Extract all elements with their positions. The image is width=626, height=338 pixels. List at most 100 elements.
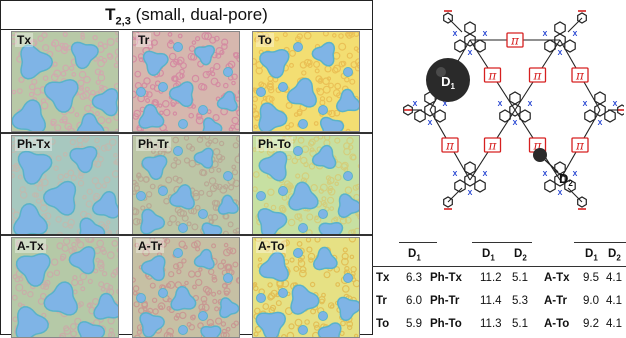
table-row-name: A-To [544,318,569,330]
table-header-subscript: 2 [522,253,526,262]
x-label: X [613,101,618,108]
title-main: T [105,5,115,24]
x-label: X [468,50,473,57]
sim-texture [253,136,360,236]
table-row-name-text: Ph-To [430,318,462,330]
sim-cell-label: A-To [256,239,286,253]
sim-cell-label: Ph-Tx [15,137,52,151]
sim-cell-label: Tx [15,33,33,47]
table-cell-value: 4.1 [606,272,622,284]
table-row-name-text: Ph-Tx [430,272,462,284]
table-cell-value-text: 6.0 [406,295,422,307]
table-cell-value: 5.1 [512,272,528,284]
table-cell-value-text: 5.1 [512,272,528,284]
pore-d2-label: D2 [559,171,573,188]
table-row-name-text: Ph-Tr [430,295,459,307]
table-cell-value-text: 4.1 [606,318,622,330]
pi-label: π [533,69,543,83]
x-label: X [573,31,578,38]
table-cell-value-text: 11.4 [480,295,502,307]
table-row-name-text: To [376,318,389,330]
table-cell-value: 5.1 [512,318,528,330]
pi-label: π [575,139,585,153]
x-label: X [543,171,548,178]
table-row-name: Tx [376,272,389,284]
table-header-subscript: 1 [490,253,494,262]
sim-cell-tr: Tr [132,31,240,132]
sim-texture [133,136,240,236]
sim-texture [12,32,119,132]
x-label: X [558,50,563,57]
table-cell-value: 11.2 [480,272,502,284]
row-separator [1,234,372,236]
row-separator [1,132,372,134]
title-rest: (small, dual-pore) [131,5,268,24]
table-cell-value: 4.1 [606,295,622,307]
x-label: X [543,31,548,38]
table-header-subscript: 2 [616,253,620,262]
panel-title: T2,3 (small, dual-pore) [1,1,372,30]
table-cell-value: 6.3 [406,272,422,284]
sim-texture [253,238,360,338]
sim-cell-to: To [252,31,360,132]
x-label: X [513,120,518,127]
table-cell-value-text: 11.2 [480,272,502,284]
sim-cell-label: Ph-To [256,137,293,151]
sim-cell-ph-tr: Ph-Tr [132,135,240,236]
table-cell-value-text: 9.5 [583,272,599,284]
x-label: X [483,171,488,178]
x-label: X [443,101,448,108]
pi-label: π [488,139,498,153]
table-cell-value: 9.5 [583,272,599,284]
pi-label: π [510,34,520,48]
table-row-name-text: Tx [376,272,389,284]
table-cell-value-text: 5.9 [406,318,422,330]
table-cell-value: 11.3 [480,318,502,330]
table-header: D2 [514,248,527,262]
table-header: D1 [585,248,598,262]
sim-cell-a-to: A-To [252,237,360,338]
sim-cell-a-tx: A-Tx [11,237,119,338]
sim-cell-ph-to: Ph-To [252,135,360,236]
table-header: D1 [482,248,495,262]
table-top-rule-group2 [472,242,532,243]
table-cell-value-text: 11.3 [480,318,502,330]
table-cell-value: 5.3 [512,295,528,307]
table-cell-value-text: 4.1 [606,295,622,307]
pore-d2-sphere [533,148,547,162]
x-label: X [453,171,458,178]
table-header: D2 [608,248,621,262]
table-cell-value: 9.2 [583,318,599,330]
sim-cell-label: Tr [136,33,151,47]
table-cell-value: 9.0 [583,295,599,307]
table-row-name-text: A-Tx [544,272,570,284]
table-row-name: Ph-To [430,318,462,330]
simulation-grid-panel: T2,3 (small, dual-pore) Tx Tr To Ph-Tx Ph-Tr… [0,0,373,335]
table-header-subscript: 1 [593,253,597,262]
table-row-name-text: A-To [544,318,569,330]
table-cell-value-text: 9.0 [583,295,599,307]
table-cell-value: 5.9 [406,318,422,330]
pi-label: π [445,139,455,153]
sim-texture [12,238,119,338]
x-label: X [428,120,433,127]
sim-texture [12,136,119,236]
framework-structure-diagram: πππππππππXXXXXXXXXXXXXXXXXXXXXD1D2 [378,2,624,232]
table-cell-value-text: 5.1 [512,318,528,330]
x-label: X [583,101,588,108]
sim-cell-label: To [256,33,274,47]
sim-cell-ph-tx: Ph-Tx [11,135,119,236]
sim-texture [133,32,240,132]
sim-cell-label: A-Tr [136,239,164,253]
table-top-rule-group3 [574,242,626,243]
table-row-name: Ph-Tx [430,272,462,284]
table-cell-value: 11.4 [480,295,502,307]
x-label: X [453,31,458,38]
table-row-name: A-Tx [544,272,570,284]
table-cell-value: 6.0 [406,295,422,307]
table-row-name-text: A-Tr [544,295,567,307]
sim-cell-label: Ph-Tr [136,137,171,151]
sim-cell-a-tr: A-Tr [132,237,240,338]
x-label: X [598,120,603,127]
table-top-rule-group1 [399,242,437,243]
